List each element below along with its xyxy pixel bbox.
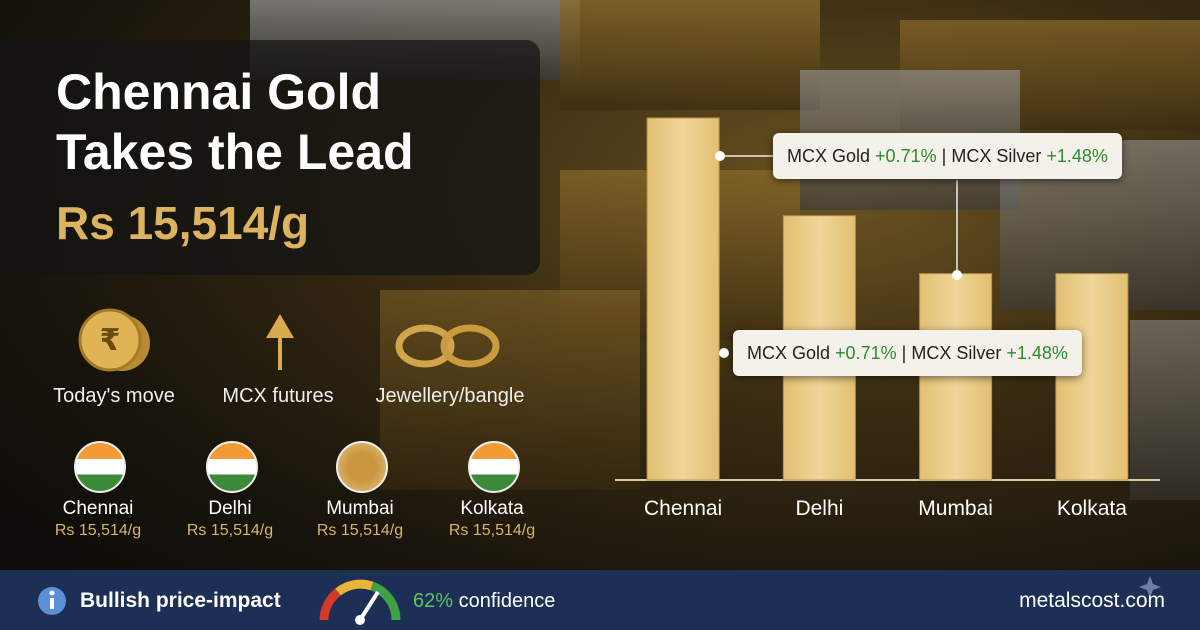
- confidence: 62% confidence: [413, 590, 555, 613]
- callout-text: MCX Silver: [951, 146, 1042, 166]
- title-line: Chennai Gold: [56, 64, 381, 120]
- callout-change: +1.48%: [1006, 343, 1068, 363]
- footer: Bullish price-impact 62% confidence meta…: [0, 570, 1200, 630]
- headline-price: Rs 15,514/g: [56, 197, 310, 249]
- callout-text: MCX Gold: [787, 146, 871, 166]
- title: Chennai Gold Takes the Lead: [56, 62, 414, 182]
- city-price: Rs 15,514/g: [54, 522, 142, 539]
- callout-separator: |: [941, 146, 947, 166]
- city-price: Rs 15,514/g: [448, 522, 536, 539]
- connector-dot: [952, 270, 962, 280]
- city-price: Rs 15,514/g: [186, 522, 274, 539]
- title-line: Takes the Lead: [56, 124, 414, 180]
- city-name: Mumbai: [326, 498, 394, 519]
- city-icon: [74, 441, 126, 493]
- x-tick-label: Delhi: [795, 497, 843, 520]
- callout-separator: |: [901, 343, 907, 363]
- footer-icons: [38, 576, 1161, 625]
- svg-text:₹: ₹: [100, 324, 121, 357]
- site: metalscost.com: [1019, 589, 1165, 612]
- confidence-word: confidence: [458, 590, 556, 612]
- feature-icons: ₹: [78, 308, 500, 372]
- city-icon: [336, 441, 388, 493]
- callout-change: +0.71%: [875, 146, 937, 166]
- bar: [646, 117, 720, 481]
- callout-change: +0.71%: [835, 343, 897, 363]
- x-tick-label: Chennai: [644, 497, 722, 520]
- city-price: Rs 15,514/g: [316, 522, 404, 539]
- feature-label: Today's move: [53, 385, 175, 407]
- title-panel: [0, 40, 540, 275]
- city-icon: [468, 441, 520, 493]
- x-tick-label: Mumbai: [918, 497, 993, 520]
- callout: MCX Gold +0.71% | MCX Silver +1.48%: [733, 330, 1082, 376]
- feature-label: Jewellery/bangle: [375, 385, 525, 407]
- callout-text: MCX Gold: [747, 343, 831, 363]
- connector-dot: [719, 348, 729, 358]
- bar: [1055, 273, 1129, 481]
- callout: MCX Gold +0.71% | MCX Silver +1.48%: [773, 133, 1122, 179]
- city-name: Chennai: [62, 498, 134, 519]
- city-name: Delhi: [208, 498, 252, 519]
- city-icon: [206, 441, 258, 493]
- x-tick-label: Kolkata: [1057, 497, 1127, 520]
- callout-change: +1.48%: [1046, 146, 1108, 166]
- callout-text: MCX Silver: [911, 343, 1002, 363]
- feature-label: MCX futures: [222, 385, 334, 407]
- confidence-value: 62%: [413, 590, 454, 612]
- bar: [919, 273, 993, 481]
- city-name: Kolkata: [460, 498, 524, 519]
- connector-dot: [715, 151, 725, 161]
- impact-label: Bullish price-impact: [80, 589, 281, 612]
